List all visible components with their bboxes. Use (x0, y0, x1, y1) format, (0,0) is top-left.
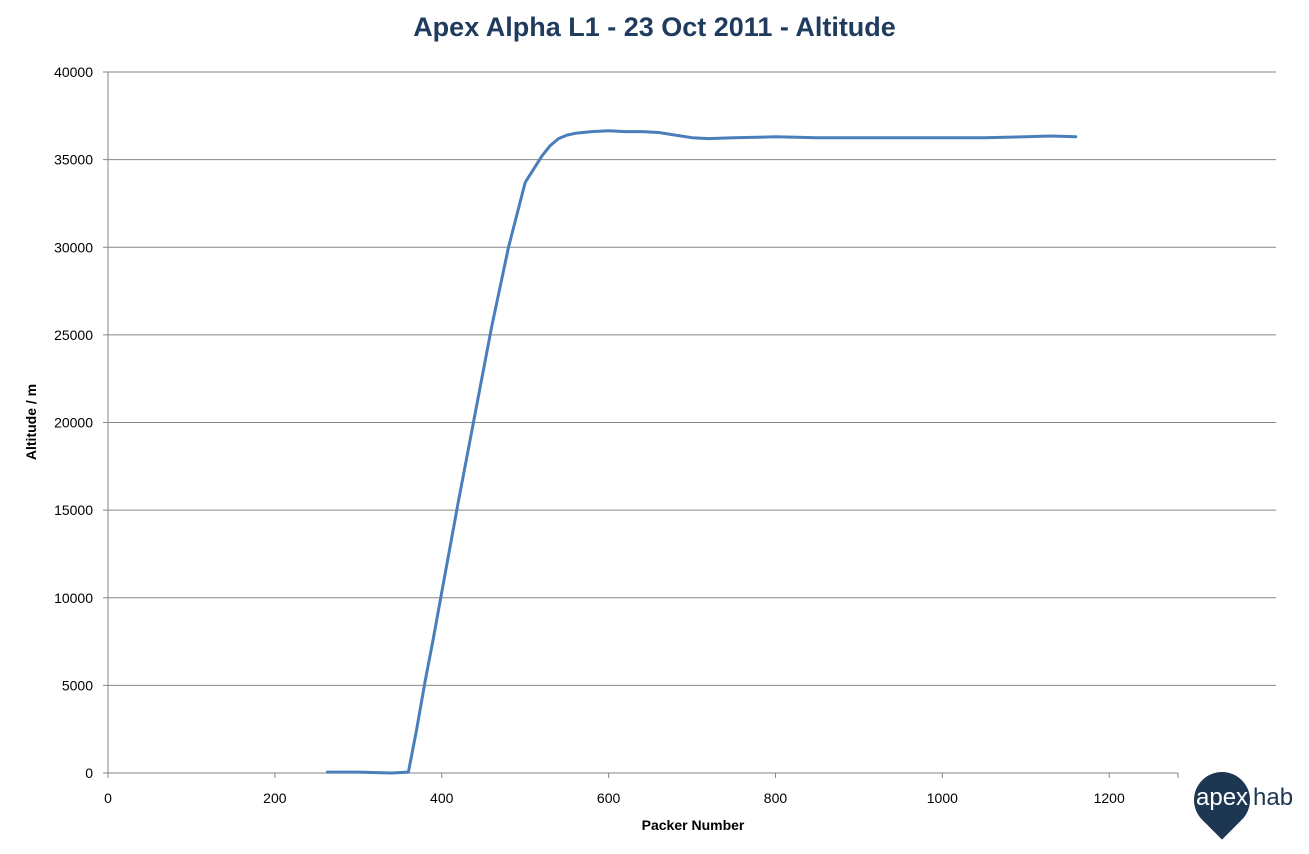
altitude-series-line (325, 129, 1078, 775)
x-tick-label: 0 (104, 790, 112, 806)
x-axis-label: Packer Number (642, 817, 745, 833)
x-tick-label: 1200 (1094, 790, 1125, 806)
y-tick-label: 15000 (54, 502, 93, 518)
y-tick-label: 40000 (54, 64, 93, 80)
chart-title: Apex Alpha L1 - 23 Oct 2011 - Altitude (413, 12, 896, 42)
y-tick-label: 5000 (62, 677, 93, 693)
y-tick-marks (103, 71, 108, 774)
y-tick-label: 35000 (54, 152, 93, 168)
x-tick-labels: 0 200 400 600 800 1000 1200 (104, 790, 1125, 806)
x-tick-label: 1000 (927, 790, 958, 806)
y-tick-label: 30000 (54, 239, 93, 255)
y-tick-labels: 0 5000 10000 15000 20000 25000 30000 35000 40000 (54, 64, 93, 781)
y-tick-label: 20000 (54, 415, 93, 431)
x-tick-marks (107, 773, 1179, 778)
logo-text-apex: apex (1196, 784, 1249, 811)
y-tick-label: 0 (85, 765, 93, 781)
x-tick-label: 200 (263, 790, 287, 806)
y-axis-label: Altitude / m (23, 384, 39, 460)
x-tick-label: 400 (430, 790, 454, 806)
logo-text-hab: hab (1253, 784, 1294, 811)
x-tick-label: 800 (764, 790, 788, 806)
y-tick-label: 10000 (54, 590, 93, 606)
x-tick-label: 600 (597, 790, 621, 806)
apexhab-logo: apex hab (1182, 760, 1302, 850)
grid-lines (108, 71, 1276, 686)
y-tick-label: 25000 (54, 327, 93, 343)
